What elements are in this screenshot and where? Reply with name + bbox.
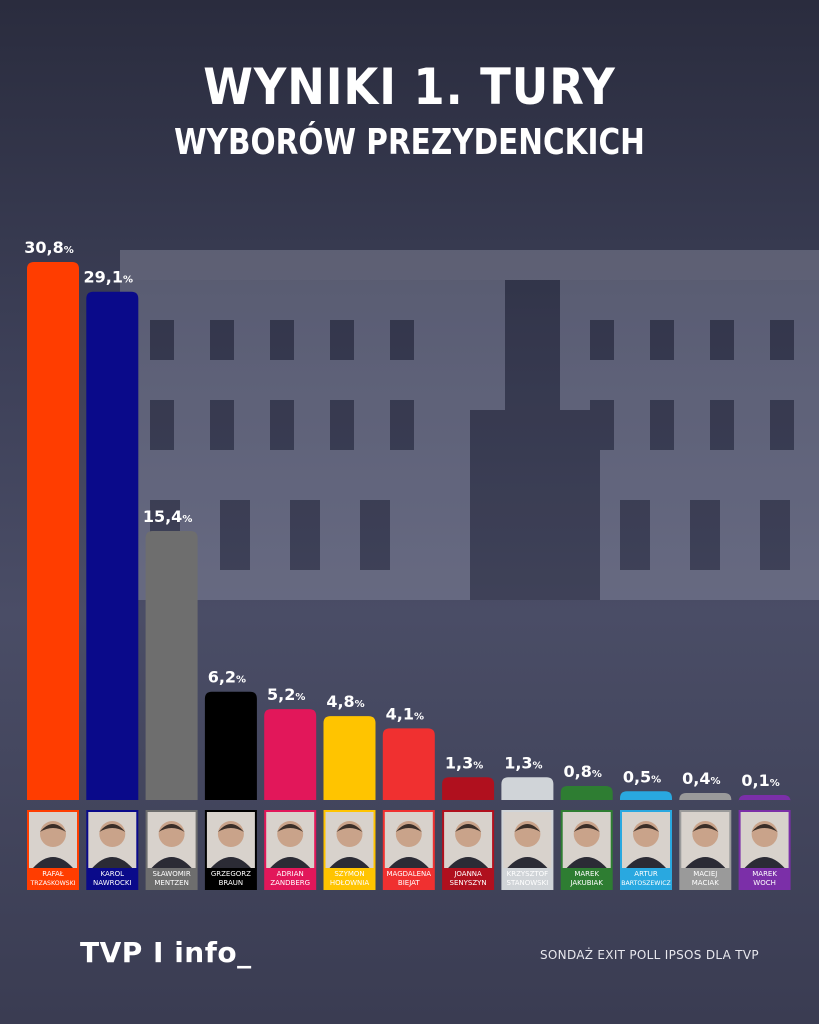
portrait-body-icon xyxy=(151,857,192,868)
percent-unit: % xyxy=(414,711,424,722)
candidate-name-2-line-1: KAROL xyxy=(101,870,125,878)
portrait-body-icon xyxy=(744,857,785,868)
portrait-body-icon xyxy=(33,857,73,868)
candidate-name-1-line-1: RAFAŁ xyxy=(42,870,64,878)
portrait-body-icon xyxy=(210,857,251,868)
candidate-name-10-line-2: JAKUBIAK xyxy=(569,879,603,887)
value-label-3: 15,4% xyxy=(143,507,193,526)
value-label-6: 4,8% xyxy=(326,692,364,711)
percent-unit: % xyxy=(710,776,720,787)
value-label-12: 0,4% xyxy=(682,769,720,788)
portrait-hair-icon xyxy=(395,824,422,832)
bar-9 xyxy=(501,777,554,800)
portrait-body-icon xyxy=(92,857,133,868)
candidate-name-7-line-1: MAGDALENA xyxy=(387,870,432,878)
portrait-hair-icon xyxy=(277,824,304,832)
portrait-body-icon xyxy=(626,857,666,868)
candidate-name-4-line-2: BRAUN xyxy=(219,879,244,887)
value-label-10: 0,8% xyxy=(564,762,602,781)
candidate-name-6-line-2: HOŁOWNIA xyxy=(330,879,369,887)
value-label-4: 6,2% xyxy=(208,668,246,687)
data-source-note: SONDAŻ EXIT POLL IPSOS DLA TVP xyxy=(540,948,759,962)
bar-13 xyxy=(738,795,791,802)
bar-12 xyxy=(679,793,732,801)
bar-2 xyxy=(86,291,139,800)
bar-3 xyxy=(145,531,198,800)
candidate-name-6-line-1: SZYMON xyxy=(334,870,364,878)
percent-unit: % xyxy=(651,774,661,785)
candidate-name-8-line-2: SENYSZYN xyxy=(450,879,487,887)
portrait-hair-icon xyxy=(158,824,185,832)
portrait-body-icon xyxy=(270,857,311,868)
candidate-name-8-line-1: JOANNA xyxy=(453,870,482,878)
candidate-name-1-line-2: TRZASKOWSKI xyxy=(30,880,76,887)
chart-title: WYNIKI 1. TURY xyxy=(203,58,616,116)
bar-8 xyxy=(442,777,495,800)
bar-10 xyxy=(560,786,613,800)
bar-5 xyxy=(264,709,317,800)
chart-subtitle: WYBORÓW PREZYDENCKICH xyxy=(174,122,645,163)
value-label-9: 1,3% xyxy=(504,753,542,772)
portrait-hair-icon xyxy=(455,824,482,832)
value-label-13: 0,1% xyxy=(741,771,779,790)
percent-unit: % xyxy=(770,778,780,789)
candidate-name-5-line-1: ADRIAN xyxy=(277,870,304,878)
percent-unit: % xyxy=(123,275,133,286)
percent-unit: % xyxy=(355,699,365,710)
candidate-name-4-line-1: GRZEGORZ xyxy=(211,870,251,878)
percent-unit: % xyxy=(473,760,483,771)
portrait-hair-icon xyxy=(99,824,126,832)
candidate-name-5-line-2: ZANDBERG xyxy=(270,879,310,887)
portrait-body-icon xyxy=(566,857,607,868)
portrait-hair-icon xyxy=(514,824,541,832)
value-label-8: 1,3% xyxy=(445,753,483,772)
bar-4 xyxy=(204,691,257,800)
candidate-name-13-line-2: WOCH xyxy=(753,879,776,887)
percent-unit: % xyxy=(236,675,246,686)
percent-unit: % xyxy=(64,245,74,256)
portrait-hair-icon xyxy=(40,824,66,832)
percent-unit: % xyxy=(295,692,305,703)
portrait-body-icon xyxy=(388,857,429,868)
portrait-body-icon xyxy=(329,857,370,868)
candidate-name-11-line-1: ARTUR xyxy=(634,870,658,878)
candidate-name-9-line-1: KRZYSZTOF xyxy=(507,870,549,878)
portrait-body-icon xyxy=(448,857,489,868)
value-label-2: 29,1% xyxy=(84,268,134,287)
percent-unit: % xyxy=(182,514,192,525)
candidate-name-9-line-2: STANOWSKI xyxy=(507,879,549,887)
value-label-7: 4,1% xyxy=(386,704,424,723)
portrait-body-icon xyxy=(685,857,726,868)
candidate-name-3-line-1: SŁAWOMIR xyxy=(153,870,191,878)
portrait-hair-icon xyxy=(751,824,778,832)
candidate-name-2-line-2: NAWROCKI xyxy=(93,879,131,887)
candidate-name-11-line-2: BARTOSZEWICZ xyxy=(621,880,671,887)
portrait-body-icon xyxy=(507,857,548,868)
portrait-hair-icon xyxy=(633,824,659,832)
candidate-name-12-line-1: MACIEJ xyxy=(693,870,717,878)
portrait-hair-icon xyxy=(217,824,244,832)
percent-unit: % xyxy=(533,760,543,771)
portrait-hair-icon xyxy=(336,824,363,832)
bar-6 xyxy=(323,716,376,800)
bar-7 xyxy=(382,728,435,800)
value-label-1: 30,8% xyxy=(24,238,74,257)
value-label-11: 0,5% xyxy=(623,767,661,786)
tvp-info-logo: TVP I info_ xyxy=(80,936,252,969)
portrait-hair-icon xyxy=(692,824,719,832)
bar-11 xyxy=(620,791,672,800)
percent-unit: % xyxy=(592,769,602,780)
candidate-name-13-line-1: MAREK xyxy=(752,870,777,878)
candidate-name-3-line-2: MENTZEN xyxy=(154,879,188,887)
portrait-hair-icon xyxy=(573,824,600,832)
candidate-name-12-line-2: MACIAK xyxy=(692,879,719,887)
bar-1 xyxy=(27,262,79,800)
candidate-name-7-line-2: BIEJAT xyxy=(398,879,420,887)
candidate-name-10-line-1: MAREK xyxy=(574,870,599,878)
value-label-5: 5,2% xyxy=(267,685,305,704)
